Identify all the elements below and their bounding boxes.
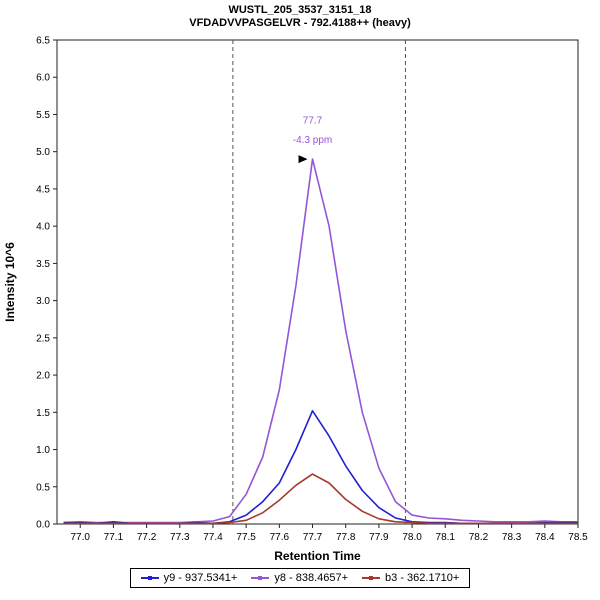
peak-ppm-label: -4.3 ppm — [293, 135, 332, 146]
chart-header: WUSTL_205_3537_3151_18 VFDADVVPASGELVR -… — [0, 0, 600, 30]
y-tick-label: 0.5 — [36, 482, 50, 493]
y-tick-label: 2.5 — [36, 333, 50, 344]
y-tick-label: 1.0 — [36, 445, 50, 456]
legend-item: y9 - 937.5341+ — [140, 572, 238, 584]
x-tick-label: 77.7 — [303, 532, 323, 543]
y-axis-title: Intensity 10^6 — [3, 242, 17, 322]
chart-title: WUSTL_205_3537_3151_18 — [228, 4, 372, 16]
x-tick-label: 77.5 — [236, 532, 256, 543]
y-tick-label: 2.0 — [36, 371, 50, 382]
x-tick-label: 77.1 — [104, 532, 124, 543]
series-line-y8 — [63, 158, 578, 524]
legend-area: y9 - 937.5341+ y8 - 838.4657+ b3 - 362.171… — [0, 566, 600, 588]
y-tick-label: 4.0 — [36, 222, 50, 233]
x-tick-label: 77.9 — [369, 532, 389, 543]
x-tick-label: 78.0 — [402, 532, 422, 543]
x-tick-label: 77.0 — [70, 532, 90, 543]
series-line-y9 — [63, 409, 578, 525]
y-tick-label: 1.5 — [36, 408, 50, 419]
peak-arrow-icon — [298, 155, 308, 164]
x-tick-label: 77.3 — [170, 532, 190, 543]
y-tick-label: 3.0 — [36, 296, 50, 307]
x-tick-label: 78.5 — [568, 532, 588, 543]
legend-label: y9 - 937.5341+ — [163, 572, 238, 584]
legend: y9 - 937.5341+ y8 - 838.4657+ b3 - 362.171… — [129, 568, 471, 588]
y-tick-label: 0.0 — [36, 520, 50, 531]
x-tick-label: 78.4 — [535, 532, 555, 543]
legend-line-icon — [251, 576, 270, 580]
y-tick-label: 6.0 — [36, 73, 50, 84]
x-tick-label: 77.2 — [137, 532, 157, 543]
legend-line-icon — [362, 576, 381, 580]
legend-label: y8 - 838.4657+ — [274, 572, 349, 584]
chart-subtitle: VFDADVVPASGELVR - 792.4188++ (heavy) — [189, 17, 411, 29]
legend-label: b3 - 362.1710+ — [385, 572, 460, 584]
x-tick-label: 78.2 — [469, 532, 489, 543]
chromatogram-plot[interactable]: 77.0 77.1 77.2 77.3 77.4 77.5 77.6 77.7 77.8 77.9… — [0, 30, 600, 572]
y-tick-label: 5.0 — [36, 147, 50, 158]
x-tick-label: 77.8 — [336, 532, 356, 543]
y-tick-label: 5.5 — [36, 110, 50, 121]
x-tick-label: 78.3 — [502, 532, 522, 543]
y-tick-label: 3.5 — [36, 259, 50, 270]
legend-item: b3 - 362.1710+ — [362, 572, 459, 584]
y-tick-label: 6.5 — [36, 36, 50, 47]
x-tick-label: 77.6 — [270, 532, 290, 543]
peak-rt-label: 77.7 — [303, 115, 323, 126]
x-axis-title: Retention Time — [274, 549, 361, 563]
series-line-b3 — [63, 473, 578, 525]
legend-line-icon — [140, 576, 159, 580]
x-tick-label: 77.4 — [203, 532, 223, 543]
plot-border — [56, 39, 579, 525]
x-tick-label: 78.1 — [436, 532, 456, 543]
legend-item: y8 - 838.4657+ — [251, 572, 348, 584]
y-tick-label: 4.5 — [36, 184, 50, 195]
